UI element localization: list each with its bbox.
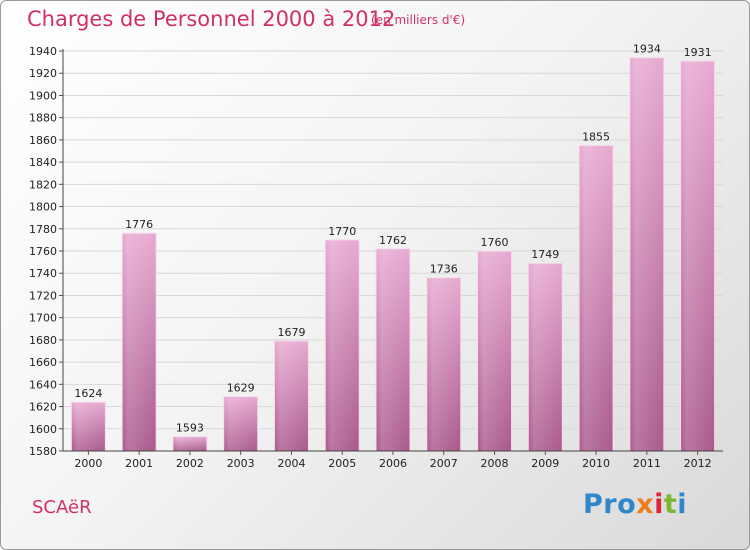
- proxiti-logo[interactable]: Proxiti: [583, 489, 687, 520]
- y-tick-label: 1580: [29, 445, 57, 458]
- y-tick-label: 1640: [29, 378, 57, 391]
- chart-subtitle: (en milliers d'€): [371, 13, 466, 27]
- x-tick-label: 2011: [633, 457, 661, 470]
- x-tick-label: 2004: [277, 457, 305, 470]
- bar-highlight: [223, 396, 258, 451]
- data-label: 1749: [531, 248, 559, 261]
- data-label: 1934: [633, 43, 661, 56]
- data-label: 1776: [125, 218, 153, 231]
- data-label: 1629: [227, 382, 255, 395]
- y-tick-label: 1780: [29, 223, 57, 236]
- x-tick-label: 2006: [379, 457, 407, 470]
- y-tick-label: 1760: [29, 245, 57, 258]
- bar-highlight: [629, 57, 664, 452]
- y-tick-label: 1700: [29, 312, 57, 325]
- y-tick-label: 1940: [29, 45, 57, 58]
- y-tick-label: 1880: [29, 112, 57, 125]
- logo-part: i: [654, 489, 664, 520]
- bar-highlight: [325, 239, 360, 451]
- x-tick-label: 2007: [430, 457, 458, 470]
- x-tick-label: 2010: [582, 457, 610, 470]
- bar-highlight: [579, 145, 614, 451]
- bar-highlight: [71, 402, 106, 451]
- logo-part: i: [677, 489, 688, 520]
- x-tick-label: 2000: [74, 457, 102, 470]
- bar-highlight: [680, 61, 715, 451]
- chart-title: Charges de Personnel 2000 à 2012: [27, 7, 396, 31]
- bar-highlight: [274, 341, 309, 451]
- data-label: 1679: [277, 326, 305, 339]
- data-label: 1760: [481, 236, 509, 249]
- data-label: 1931: [684, 46, 712, 59]
- x-tick-label: 2005: [328, 457, 356, 470]
- x-tick-label: 2003: [227, 457, 255, 470]
- y-tick-label: 1720: [29, 289, 57, 302]
- y-tick-label: 1620: [29, 401, 57, 414]
- x-tick-label: 2002: [176, 457, 204, 470]
- logo-part: x: [636, 489, 655, 520]
- y-tick-label: 1800: [29, 201, 57, 214]
- data-label: 1736: [430, 263, 458, 276]
- y-tick-label: 1860: [29, 134, 57, 147]
- town-name: SCAëR: [32, 497, 92, 518]
- x-tick-label: 2009: [531, 457, 559, 470]
- bar-highlight: [122, 233, 157, 451]
- data-label: 1855: [582, 130, 610, 143]
- x-tick-label: 2012: [684, 457, 712, 470]
- bar-highlight: [426, 277, 461, 451]
- bar-highlight: [528, 263, 563, 451]
- data-label: 1770: [328, 225, 356, 238]
- x-tick-label: 2001: [125, 457, 153, 470]
- logo-part: t: [663, 489, 678, 520]
- bar-highlight: [477, 251, 512, 451]
- y-tick-label: 1840: [29, 156, 57, 169]
- x-tick-label: 2008: [481, 457, 509, 470]
- y-tick-label: 1900: [29, 89, 57, 102]
- y-tick-label: 1920: [29, 67, 57, 80]
- y-tick-label: 1740: [29, 267, 57, 280]
- y-tick-label: 1680: [29, 334, 57, 347]
- y-tick-label: 1820: [29, 178, 57, 191]
- bar-highlight: [376, 248, 410, 451]
- y-tick-label: 1600: [29, 423, 57, 436]
- data-label: 1762: [379, 234, 407, 247]
- y-tick-label: 1660: [29, 356, 57, 369]
- bar-highlight: [172, 436, 207, 451]
- data-label: 1593: [176, 422, 204, 435]
- logo-part: Pro: [583, 489, 637, 520]
- data-label: 1624: [74, 387, 102, 400]
